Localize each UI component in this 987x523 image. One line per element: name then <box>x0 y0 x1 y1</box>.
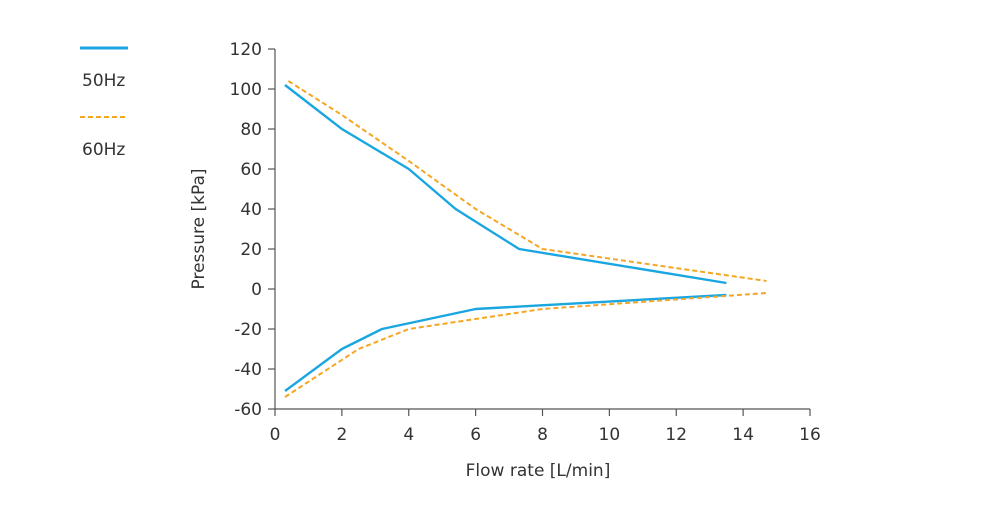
x-tick-label: 6 <box>470 425 481 445</box>
y-tick-label: 20 <box>240 240 262 260</box>
legend: 50Hz 60Hz <box>80 46 128 160</box>
y-tick-label: 0 <box>251 280 262 300</box>
series-line-50hz-pressure <box>284 84 727 285</box>
x-axis-title: Flow rate [L/min] <box>466 461 611 481</box>
series-line-60hz-vacuum <box>284 292 767 398</box>
x-tick-label: 8 <box>537 425 548 445</box>
x-ticks: 0 2 4 6 8 10 12 14 16 <box>270 409 821 445</box>
series-line-50hz-vacuum <box>284 293 727 392</box>
y-tick-label: -40 <box>234 360 262 380</box>
series-line-60hz-pressure <box>287 80 767 282</box>
y-tick-label: 100 <box>230 80 262 100</box>
x-tick-label: 0 <box>270 425 281 445</box>
y-tick-label: 80 <box>240 120 262 140</box>
series-layer <box>284 80 767 398</box>
y-tick-label: -20 <box>234 320 262 340</box>
y-axis-title: Pressure [kPa] <box>189 168 209 289</box>
legend-label-50hz: 50Hz <box>82 71 125 91</box>
x-tick-label: 12 <box>665 425 687 445</box>
x-tick-label: 16 <box>799 425 821 445</box>
x-tick-label: 14 <box>732 425 754 445</box>
y-tick-label: 60 <box>240 160 262 180</box>
y-tick-label: -60 <box>234 400 262 420</box>
axes <box>274 49 810 410</box>
x-tick-label: 10 <box>599 425 621 445</box>
y-ticks: -60 -40 -20 0 20 40 60 80 100 120 <box>230 40 275 420</box>
x-tick-label: 4 <box>403 425 414 445</box>
legend-label-60hz: 60Hz <box>82 140 125 160</box>
y-tick-label: 120 <box>230 40 262 60</box>
y-tick-label: 40 <box>240 200 262 220</box>
x-tick-label: 2 <box>336 425 347 445</box>
